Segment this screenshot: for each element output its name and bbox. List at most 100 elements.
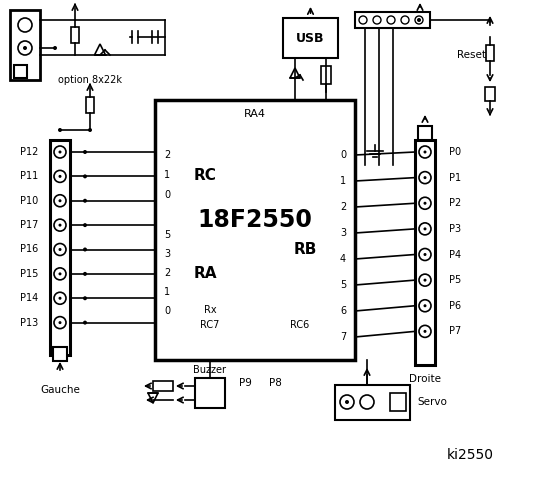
Text: 1: 1 [164, 287, 170, 297]
Text: P13: P13 [20, 318, 38, 328]
Text: Servo: Servo [417, 397, 447, 407]
Circle shape [424, 151, 426, 154]
Text: RA4: RA4 [244, 109, 266, 119]
Text: 5: 5 [340, 280, 346, 290]
Circle shape [58, 128, 62, 132]
Text: 3: 3 [340, 228, 346, 238]
Text: 2: 2 [340, 202, 346, 212]
Circle shape [415, 16, 423, 24]
Circle shape [54, 170, 66, 182]
Text: 7: 7 [340, 332, 346, 342]
Circle shape [59, 224, 61, 227]
Bar [50, 140, 70, 355]
Text: P6: P6 [449, 301, 461, 311]
Circle shape [18, 41, 32, 55]
Text: 3: 3 [164, 249, 170, 259]
Circle shape [83, 150, 87, 154]
Text: P8: P8 [269, 378, 281, 388]
Circle shape [83, 199, 87, 203]
Circle shape [59, 321, 61, 324]
Circle shape [419, 325, 431, 337]
Text: P17: P17 [19, 220, 38, 230]
Circle shape [59, 199, 61, 202]
Circle shape [83, 248, 87, 252]
Text: P4: P4 [449, 250, 461, 260]
Text: USB: USB [296, 32, 325, 45]
Circle shape [340, 395, 354, 409]
Text: option 8x22k: option 8x22k [58, 75, 122, 85]
Text: 0: 0 [340, 150, 346, 160]
Text: P14: P14 [20, 293, 38, 303]
Circle shape [424, 202, 426, 205]
Text: Gauche: Gauche [40, 385, 80, 395]
Circle shape [59, 175, 61, 178]
Circle shape [83, 321, 87, 324]
Circle shape [54, 292, 66, 304]
Text: P11: P11 [20, 171, 38, 181]
Text: RC7: RC7 [200, 320, 220, 330]
Text: P2: P2 [449, 198, 461, 208]
Circle shape [88, 128, 92, 132]
Circle shape [54, 195, 66, 207]
Circle shape [54, 219, 66, 231]
Bar [283, 18, 338, 58]
Text: RC6: RC6 [290, 320, 310, 330]
Text: 18F2550: 18F2550 [197, 208, 312, 232]
Circle shape [424, 176, 426, 179]
Circle shape [54, 317, 66, 329]
Text: P7: P7 [449, 326, 461, 336]
Bar [335, 385, 410, 420]
Circle shape [53, 46, 57, 50]
Circle shape [359, 16, 367, 24]
Circle shape [54, 268, 66, 280]
Circle shape [424, 330, 426, 333]
Text: RC: RC [194, 168, 216, 182]
Circle shape [83, 296, 87, 300]
Bar [486, 45, 494, 61]
Circle shape [419, 146, 431, 158]
Text: P1: P1 [449, 173, 461, 182]
Text: RB: RB [293, 242, 317, 257]
Circle shape [424, 253, 426, 256]
Bar [10, 10, 40, 80]
Bar [14, 65, 27, 78]
Text: P15: P15 [19, 269, 38, 279]
Circle shape [59, 248, 61, 251]
Bar [195, 378, 225, 408]
Circle shape [419, 300, 431, 312]
Text: 5: 5 [164, 230, 170, 240]
Bar [485, 87, 495, 101]
Bar [71, 27, 79, 43]
Text: 0: 0 [164, 190, 170, 200]
Circle shape [59, 297, 61, 300]
Text: Rx: Rx [204, 305, 216, 315]
Circle shape [419, 249, 431, 261]
Text: Reset: Reset [457, 50, 487, 60]
Text: ki2550: ki2550 [446, 448, 493, 462]
Circle shape [59, 151, 61, 154]
Text: P0: P0 [449, 147, 461, 157]
Bar [321, 66, 331, 84]
Circle shape [401, 16, 409, 24]
Bar [415, 140, 435, 365]
Text: Droite: Droite [409, 374, 441, 384]
Circle shape [54, 146, 66, 158]
Text: P16: P16 [20, 244, 38, 254]
Text: Buzzer: Buzzer [194, 365, 227, 375]
Polygon shape [95, 44, 106, 55]
Text: P10: P10 [20, 196, 38, 206]
Circle shape [360, 395, 374, 409]
Bar [418, 126, 432, 140]
Circle shape [419, 172, 431, 184]
Circle shape [419, 197, 431, 209]
Bar [153, 381, 173, 391]
Bar [53, 347, 67, 361]
Circle shape [424, 228, 426, 230]
Circle shape [83, 174, 87, 179]
Bar [155, 100, 355, 360]
Text: 4: 4 [340, 254, 346, 264]
Bar [390, 393, 406, 411]
Polygon shape [148, 393, 158, 403]
Circle shape [83, 272, 87, 276]
Text: P12: P12 [19, 147, 38, 157]
